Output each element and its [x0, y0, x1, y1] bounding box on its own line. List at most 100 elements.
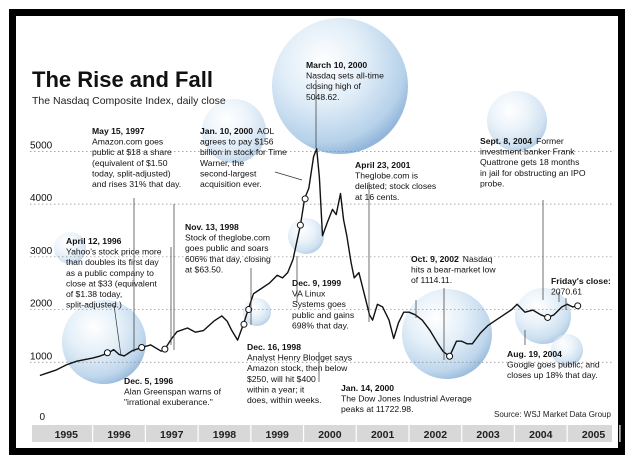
event-marker	[301, 195, 309, 203]
bubble-decorations	[54, 18, 583, 384]
annotation-text: public and gains	[292, 310, 354, 320]
annotation-text: Quattrone gets 18 months	[480, 157, 579, 167]
annotation-leader-lines	[113, 80, 567, 382]
year-label: 2000	[318, 429, 342, 441]
y-tick-label: 5000	[30, 140, 53, 151]
annotation-date: April 23, 2001	[355, 160, 411, 170]
annotation-date: Jan. 10, 2000 AOL	[200, 126, 274, 136]
annotation-text: $250, will hit $400	[247, 374, 316, 384]
bubble-1996	[62, 300, 146, 384]
y-tick-label: 0	[39, 412, 45, 423]
annotation-date: Friday's close:	[551, 276, 611, 286]
annotation-text: AOL	[257, 126, 274, 136]
annotation-text: "irrational exuberance."	[124, 397, 213, 407]
year-label: 1998	[213, 429, 237, 441]
bubble-2000-peak	[272, 18, 408, 154]
annotation-text: The Dow Jones Industrial Average	[341, 394, 472, 404]
annotation-date: Jan. 14, 2000	[341, 383, 394, 393]
event-marker	[544, 313, 552, 321]
annotation-text: Former	[536, 136, 564, 146]
event-marker	[161, 345, 169, 353]
annotation-text: Analyst Henry Blodget says	[247, 353, 352, 363]
annotation-text: Yahoo's stock price more	[66, 247, 162, 257]
bubble-1998-top	[202, 99, 266, 163]
annotation-text: Amazon stock, then below	[247, 363, 348, 373]
annotation-date: April 12, 1996	[66, 236, 122, 246]
gridlines	[30, 151, 612, 363]
annotation-text: Stock of theglobe.com	[185, 233, 270, 243]
annotation-text: 2070.61	[551, 287, 582, 297]
annotation-text: in jail for obstructing an IPO	[480, 168, 586, 178]
event-marker	[574, 302, 582, 310]
annotation-text: split-adjusted.)	[66, 300, 122, 310]
annotation-text: public at $18 a share	[92, 147, 172, 157]
annotation-text: as a public company to	[66, 268, 154, 278]
year-band-background	[32, 425, 612, 442]
year-band: 1995 1996 1997 1998 1999 2000 2001 2002 2003 2004…	[32, 425, 621, 442]
annotation-date: Dec. 9, 1999	[292, 278, 341, 288]
y-tick-label: 2000	[30, 299, 53, 310]
year-label: 1997	[160, 429, 184, 441]
event-marker	[138, 344, 146, 352]
annotation-date: Aug. 19, 2004	[507, 349, 562, 359]
annotation-date: Dec. 16, 1998	[247, 342, 301, 352]
year-label: 1999	[266, 429, 290, 441]
nasdaq-series-line	[39, 148, 578, 377]
annotation-text: Warner, the	[200, 158, 244, 168]
annotation-text: closes up 18% that day.	[507, 370, 598, 380]
annotation-text: Systems goes	[292, 299, 346, 309]
chart-title: The Rise and Fall	[32, 67, 213, 92]
annotation-text: acquisition ever.	[200, 179, 262, 189]
chart-subtitle: The Nasdaq Composite Index, daily close	[32, 95, 226, 107]
series-group	[39, 148, 582, 377]
annotation-text: peaks at 11722.98.	[341, 404, 413, 414]
leader-line	[113, 304, 122, 357]
leader-line	[274, 171, 303, 181]
annotation-text: billion in stock for Time	[200, 147, 287, 157]
source-label: Source: WSJ Market Data Group	[494, 410, 611, 419]
year-label: 2001	[371, 429, 395, 441]
annotation-text: of 1114.11.	[411, 275, 452, 285]
year-label: 2005	[582, 429, 606, 441]
annotation-date: Dec. 5, 1996	[124, 376, 173, 386]
event-marker	[296, 221, 304, 229]
annotation-text: at $63.50.	[185, 264, 223, 274]
annotation-text: at 16 cents.	[355, 192, 399, 202]
annotation-text: Theglobe.com is	[355, 171, 418, 181]
annotation-text: Amazon.com goes	[92, 137, 163, 147]
year-label: 2002	[424, 429, 448, 441]
annotation-text: and rises 31% that day.	[92, 179, 181, 189]
annotation-date: Nov. 13, 1998	[185, 222, 239, 232]
annotation-text: investment banker Frank	[480, 147, 575, 157]
annotation-text: agrees to pay $156	[200, 137, 274, 147]
annotation-text: does, within weeks.	[247, 395, 322, 405]
y-tick-label: 3000	[30, 246, 53, 257]
annotation-text: closing high of	[306, 81, 362, 91]
annotation-text: Nasdaq sets all-time	[306, 71, 384, 81]
annotation-text: (equivalent of $1.50	[92, 158, 168, 168]
event-marker	[103, 349, 111, 357]
annotation-text: VA Linux	[292, 289, 326, 299]
annotation-text: Nasdaq	[463, 254, 493, 264]
annotation-text: of $1.38 today,	[66, 289, 122, 299]
annotation-text: Google goes public; and	[507, 360, 600, 370]
annotation-text: goes public and soars	[185, 243, 269, 253]
annotation-text: 606% that day, closing	[185, 254, 271, 264]
annotation-text: delisted; stock closes	[355, 181, 436, 191]
annotation-text: hits a bear-market low	[411, 265, 496, 275]
annotation-text: than doubles its first day	[66, 257, 159, 267]
bubble-small-right	[551, 334, 583, 366]
bubble-1999	[288, 218, 324, 254]
annotation-text: today, split-adjusted)	[92, 168, 171, 178]
year-label: 1996	[107, 429, 131, 441]
bubble-top-right	[487, 91, 547, 151]
year-label: 2003	[476, 429, 500, 441]
